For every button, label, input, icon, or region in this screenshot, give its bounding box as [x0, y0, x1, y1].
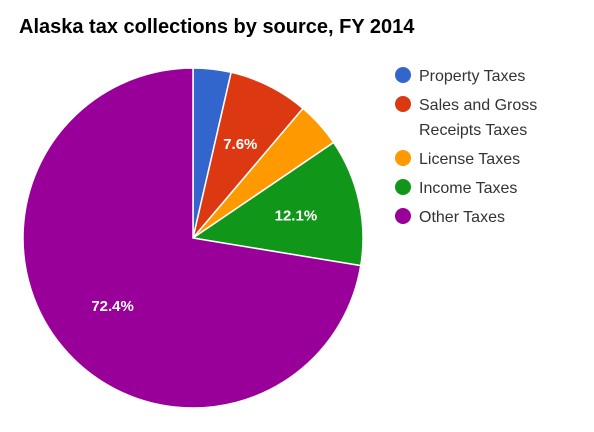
- legend-item: Property Taxes: [395, 67, 525, 85]
- pie-slice-income-taxes: [191, 141, 364, 267]
- legend-swatch: [395, 150, 411, 166]
- pie-slice-other-taxes: [22, 67, 362, 409]
- legend-item: Sales and Gross Receipts Taxes: [395, 96, 537, 139]
- legend: Property Taxes Sales and Gross Receipts Ta…: [395, 67, 537, 226]
- legend-label: Income Taxes: [419, 180, 517, 197]
- slice-label-income-taxes: 12.1%: [275, 207, 318, 224]
- pie-slice-labels: 7.6% 12.1% 72.4%: [91, 136, 317, 315]
- legend-label: Receipts Taxes: [419, 122, 527, 139]
- legend-swatch: [395, 96, 411, 112]
- pie-slices: [22, 67, 364, 409]
- legend-item: Income Taxes: [395, 179, 517, 197]
- legend-label: License Taxes: [419, 151, 520, 168]
- chart-title: Alaska tax collections by source, FY 201…: [19, 16, 415, 38]
- legend-label: Sales and Gross: [419, 97, 537, 114]
- slice-label-other-taxes: 72.4%: [91, 298, 134, 315]
- legend-item: Other Taxes: [395, 208, 505, 226]
- legend-label: Property Taxes: [419, 68, 525, 85]
- legend-label: Other Taxes: [419, 209, 505, 226]
- legend-item: License Taxes: [395, 150, 520, 168]
- legend-swatch: [395, 67, 411, 83]
- slice-label-sales-and-gross-receipts-taxes: 7.6%: [223, 136, 257, 153]
- legend-swatch: [395, 208, 411, 224]
- legend-swatch: [395, 179, 411, 195]
